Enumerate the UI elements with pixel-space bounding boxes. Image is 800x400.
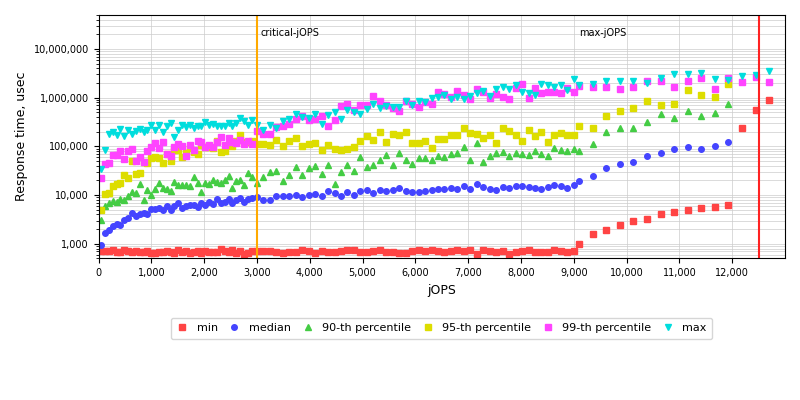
99-th percentile: [750, 74, 760, 79]
min: [491, 249, 501, 254]
min: [472, 252, 482, 257]
median: [100, 230, 110, 235]
X-axis label: jOPS: jOPS: [427, 284, 456, 297]
99-th percentile: [100, 161, 110, 166]
max: [738, 74, 747, 78]
max: [764, 69, 774, 74]
95-th percentile: [96, 208, 106, 213]
min: [485, 249, 494, 254]
max: [478, 88, 488, 93]
min: [150, 251, 160, 256]
99-th percentile: [738, 80, 747, 85]
95-th percentile: [478, 136, 488, 141]
95-th percentile: [485, 133, 494, 138]
max: [96, 166, 106, 171]
min: [764, 98, 774, 102]
99-th percentile: [478, 90, 488, 94]
95-th percentile: [285, 139, 294, 144]
99-th percentile: [285, 122, 294, 127]
90-th percentile: [285, 172, 294, 177]
min: [100, 249, 110, 254]
90-th percentile: [478, 160, 488, 164]
median: [285, 194, 294, 198]
max: [285, 117, 294, 122]
Legend: min, median, 90-th percentile, 95-th percentile, 99-th percentile, max: min, median, 90-th percentile, 95-th per…: [171, 318, 713, 339]
Line: 90-th percentile: 90-th percentile: [98, 0, 772, 223]
min: [285, 250, 294, 254]
90-th percentile: [485, 154, 494, 158]
max: [485, 93, 494, 98]
min: [96, 248, 106, 253]
max: [100, 148, 110, 152]
95-th percentile: [100, 191, 110, 196]
max: [150, 128, 160, 132]
90-th percentile: [150, 187, 160, 192]
Line: 95-th percentile: 95-th percentile: [98, 0, 772, 213]
median: [150, 207, 160, 212]
99-th percentile: [485, 96, 494, 101]
median: [485, 187, 494, 192]
median: [478, 185, 488, 190]
Line: min: min: [98, 97, 772, 257]
Y-axis label: Response time, usec: Response time, usec: [15, 72, 28, 202]
90-th percentile: [100, 203, 110, 208]
Line: max: max: [98, 68, 772, 172]
min: [750, 108, 760, 113]
Line: median: median: [98, 0, 772, 248]
99-th percentile: [96, 175, 106, 180]
99-th percentile: [150, 141, 160, 146]
90-th percentile: [96, 218, 106, 222]
Line: 99-th percentile: 99-th percentile: [98, 74, 772, 180]
Text: max-jOPS: max-jOPS: [579, 28, 626, 38]
Text: critical-jOPS: critical-jOPS: [260, 28, 319, 38]
95-th percentile: [150, 155, 160, 160]
99-th percentile: [764, 80, 774, 84]
median: [96, 243, 106, 248]
